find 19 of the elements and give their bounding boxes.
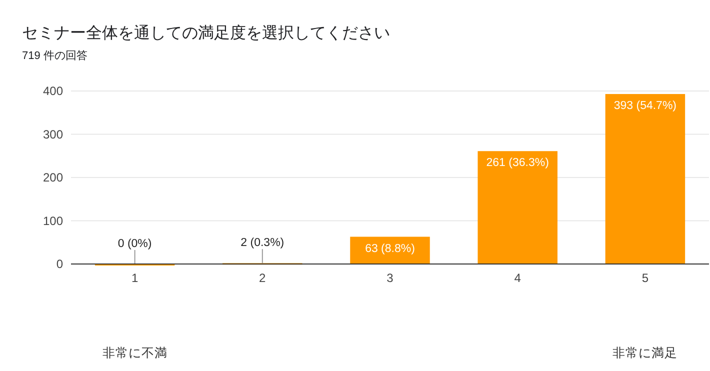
data-label: 393 (54.7%) <box>614 100 677 112</box>
x-tick-label: 2 <box>259 271 266 285</box>
y-tick-label: 200 <box>42 170 64 184</box>
x-tick-label: 5 <box>642 271 649 285</box>
data-label: 63 (8.8%) <box>365 242 416 255</box>
text: 非常に不満 <box>102 346 168 360</box>
y-tick-label: 400 <box>42 84 64 98</box>
x-tick-label: 1 <box>131 271 138 285</box>
x-tick-label: 3 <box>386 271 394 285</box>
x-tick-label: 4 <box>514 271 522 285</box>
chart-title: セミナー全体を通しての満足度を選択してください <box>22 24 390 42</box>
data-label: 261 (36.3%) <box>486 157 550 170</box>
y-tick-label: 0 <box>56 257 64 271</box>
chart-subtitle: 719 件の回答 <box>22 50 88 62</box>
text: 非常に満足 <box>612 346 678 360</box>
y-tick-label: 100 <box>42 214 64 228</box>
y-tick-label: 300 <box>42 127 64 142</box>
data-label: 2 (0.3%) <box>240 237 284 250</box>
data-label: 0 (0%) <box>118 238 152 250</box>
